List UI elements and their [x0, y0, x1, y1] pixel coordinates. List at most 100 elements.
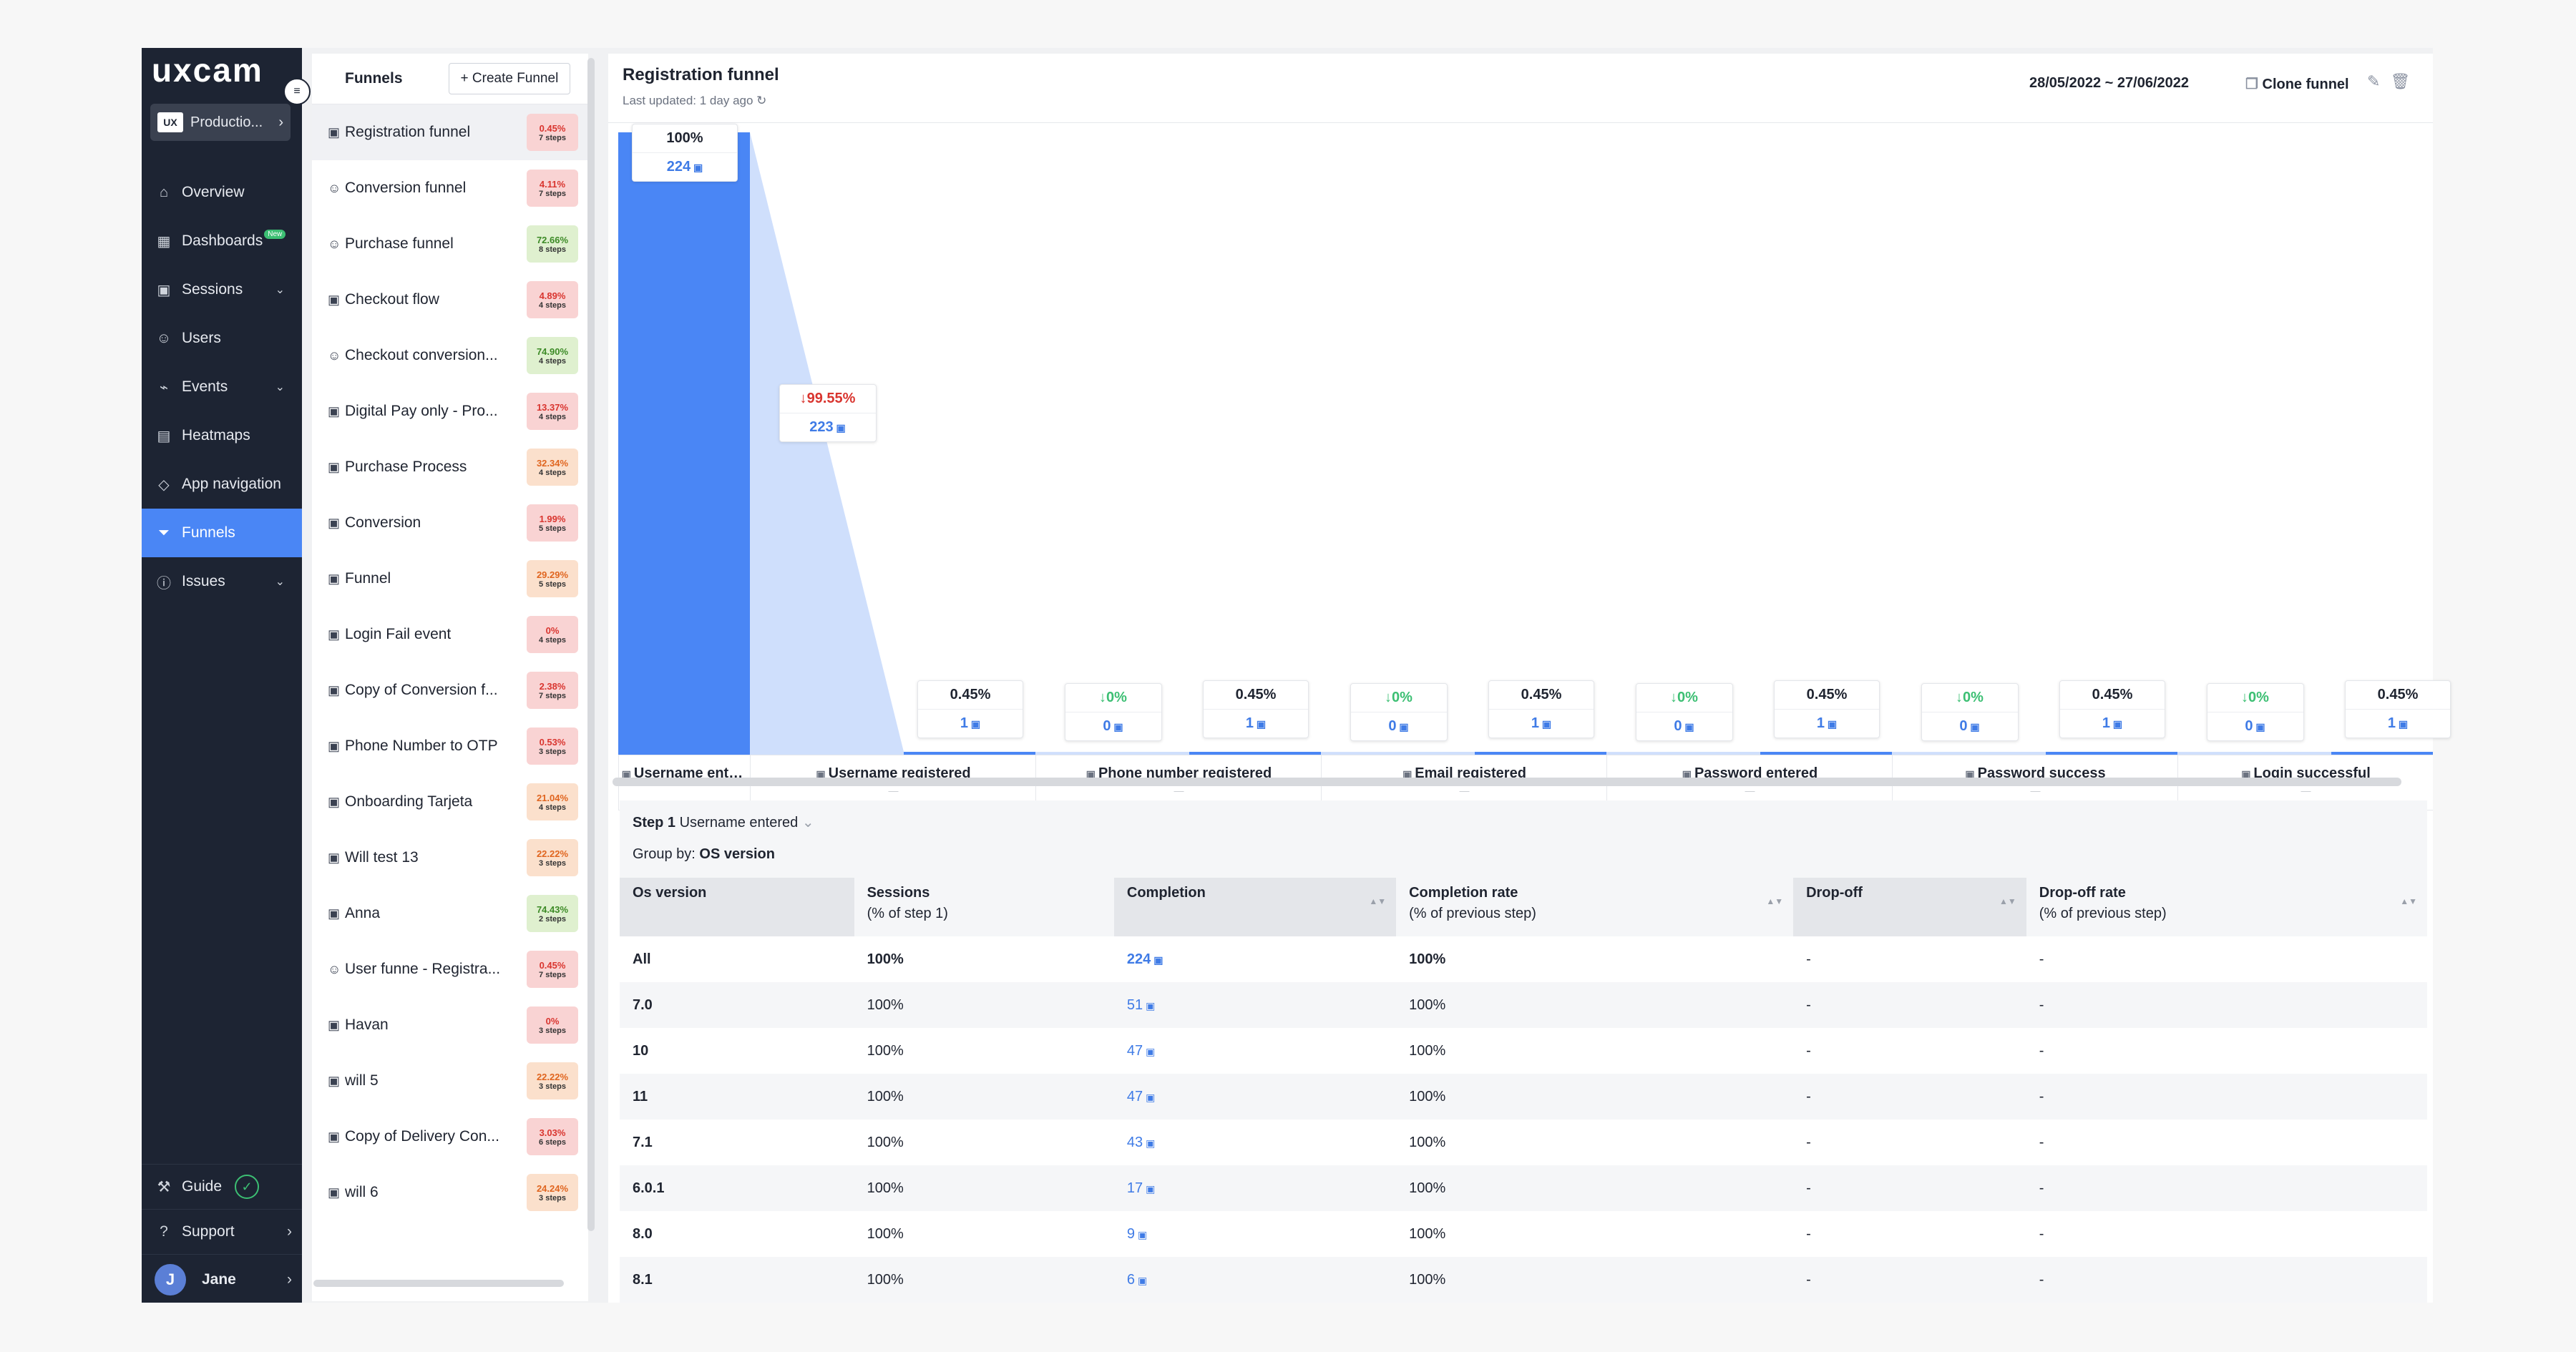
funnel-list-item[interactable]: ▣ Copy of Delivery Con... 3.03% 6 steps [312, 1109, 588, 1165]
refresh-icon[interactable]: ↻ [756, 94, 767, 107]
user-menu[interactable]: J Jane › [142, 1254, 302, 1305]
dropoff-session-count[interactable]: 0 ▣ [1922, 712, 2018, 740]
conversion-badge: 1.99% 5 steps [527, 504, 578, 542]
dropoff-session-count[interactable]: 0 ▣ [1351, 712, 1447, 740]
cell-completion[interactable]: 17 ▣ [1113, 1165, 1397, 1211]
column-header-drop-off-rate[interactable]: Drop-off rate (% of previous step) ▲▼ [2026, 878, 2427, 936]
funnel-list-item[interactable]: ▣ Purchase Process 32.34% 4 steps [312, 439, 588, 495]
funnel-list-item[interactable]: ▣ Conversion 1.99% 5 steps [312, 495, 588, 551]
step-session-count[interactable]: 1 ▣ [1775, 710, 1879, 738]
sidebar-item-issues[interactable]: ⓘ Issues ⌄ [142, 557, 302, 606]
edit-icon[interactable]: ✎ [2367, 72, 2391, 90]
dropoff-area[interactable] [1606, 752, 1760, 755]
column-header-completion[interactable]: Completion ▲▼ [1113, 878, 1397, 936]
funnel-list-item[interactable]: ▣ Will test 13 22.22% 3 steps [312, 830, 588, 886]
completion-count: 43 [1126, 1134, 1143, 1150]
funnel-list-scrollbar[interactable] [587, 58, 595, 1231]
cell-completion[interactable]: 224 ▣ [1113, 936, 1397, 982]
session-icon: ▣ [328, 906, 341, 921]
support-button[interactable]: ? Support › [142, 1209, 302, 1254]
dropoff-session-count[interactable]: 223 ▣ [780, 413, 876, 441]
dropoff-session-count[interactable]: 0 ▣ [1636, 712, 1732, 740]
cell-completion[interactable]: 51 ▣ [1113, 982, 1397, 1028]
funnel-list-item[interactable]: ▣ Funnel 29.29% 5 steps [312, 551, 588, 607]
step-session-count[interactable]: 1 ▣ [1204, 710, 1308, 738]
dropoff-area[interactable] [1892, 752, 2046, 755]
funnel-list-item[interactable]: ▣ Phone Number to OTP 0.53% 3 steps [312, 718, 588, 774]
dropoff-pct-value: 0% [1677, 690, 1698, 705]
dropoff-session-count[interactable]: 0 ▣ [2207, 712, 2303, 740]
sort-icon[interactable]: ▲▼ [1369, 896, 1387, 906]
sort-icon[interactable]: ▲▼ [2400, 896, 2417, 906]
sidebar-item-app-navigation[interactable]: ◇ App navigation [142, 460, 302, 509]
guide-button[interactable]: ⚒ Guide ✓ [142, 1164, 302, 1209]
session-icon: ▣ [968, 718, 981, 730]
funnel-list-item[interactable]: ▣ Digital Pay only - Pro... 13.37% 4 steps [312, 383, 588, 439]
step-session-count[interactable]: 1 ▣ [2346, 710, 2450, 738]
trash-icon[interactable]: 🗑 [2390, 72, 2421, 90]
dropoff-area[interactable] [2177, 752, 2331, 755]
sort-icon[interactable]: ▲▼ [1766, 896, 1784, 906]
sidebar-item-sessions[interactable]: ▣ Sessions ⌄ [142, 265, 302, 314]
funnel-list-item[interactable]: ▣ Checkout flow 4.89% 4 steps [312, 272, 588, 328]
step-selector[interactable]: Step 1 Username entered ⌄ [633, 813, 814, 831]
step-session-count[interactable]: 1 ▣ [2060, 710, 2165, 738]
funnel-list-item[interactable]: ▣ Login Fail event 0% 4 steps [312, 607, 588, 662]
funnel-list-item[interactable]: ▣ Havan 0% 3 steps [312, 997, 588, 1053]
funnel-list-item[interactable]: ▣ Copy of Conversion f... 2.38% 7 steps [312, 662, 588, 718]
cell-completion[interactable]: 6 ▣ [1113, 1257, 1397, 1303]
sidebar-item-overview[interactable]: ⌂ Overview [142, 168, 302, 217]
funnel-bar[interactable] [618, 132, 750, 755]
sidebar-item-dashboards[interactable]: ▦ Dashboards New [142, 217, 302, 265]
funnel-list-item[interactable]: ▣ will 6 24.24% 3 steps [312, 1165, 588, 1220]
funnel-list-item[interactable]: ☺ Purchase funnel 72.66% 8 steps [312, 216, 588, 272]
dropoff-pct: ↓0% [1921, 684, 2018, 712]
sidebar-item-label: Funnels [182, 524, 235, 541]
funnel-list-item[interactable]: ☺ Conversion funnel 4.11% 7 steps [312, 160, 588, 216]
sidebar-item-users[interactable]: ☺ Users [142, 314, 302, 363]
conversion-rate: 21.04% [536, 792, 569, 803]
funnel-bar[interactable] [2331, 752, 2433, 755]
cell-completion[interactable]: 43 ▣ [1113, 1120, 1397, 1165]
funnel-bar[interactable] [1475, 752, 1606, 755]
step-session-count[interactable]: 1 ▣ [918, 710, 1023, 738]
step-session-count[interactable]: 1 ▣ [1489, 710, 1594, 738]
funnel-list-item[interactable]: ▣ will 5 22.22% 3 steps [312, 1053, 588, 1109]
dropoff-session-count-value: 0 [1103, 718, 1111, 734]
conversion-badge: 2.38% 7 steps [527, 672, 578, 709]
column-header-completion-rate[interactable]: Completion rate (% of previous step) ▲▼ [1396, 878, 1794, 936]
group-by[interactable]: Group by: OS version [633, 846, 775, 863]
clone-funnel-button[interactable]: ❐ Clone funnel [2245, 75, 2349, 93]
sidebar-item-events[interactable]: ⌁ Events ⌄ [142, 363, 302, 411]
cell-completion[interactable]: 47 ▣ [1113, 1028, 1397, 1074]
create-funnel-button[interactable]: + Create Funnel [448, 63, 571, 94]
funnel-list-item[interactable]: ▣ Anna 74.43% 2 steps [312, 886, 588, 941]
funnel-bar[interactable] [2046, 752, 2177, 755]
sidebar-item-heatmaps[interactable]: ▤ Heatmaps [142, 411, 302, 460]
date-range-picker[interactable]: 28/05/2022 ~ 27/06/2022 [2029, 75, 2189, 91]
uxcam-logo[interactable]: uxcam [152, 52, 263, 89]
dropoff-session-count[interactable]: 0 ▣ [1065, 712, 1161, 740]
sidebar-item-funnels[interactable]: ⏷ Funnels [142, 509, 302, 557]
step-conversion-label: 100% 224 ▣ [632, 124, 738, 182]
funnel-list-item[interactable]: ☺ User funne - Registra... 0.45% 7 steps [312, 941, 588, 997]
cell-completion[interactable]: 9 ▣ [1113, 1211, 1397, 1257]
funnel-list-item[interactable]: ☺ Checkout conversion... 74.90% 4 steps [312, 328, 588, 383]
column-header-drop-off[interactable]: Drop-off ▲▼ [1793, 878, 2026, 936]
funnel-bar[interactable] [1760, 752, 1892, 755]
project-selector[interactable]: UX Productio... › [150, 104, 291, 141]
collapse-sidebar-icon[interactable]: ≡ [283, 78, 311, 105]
dropoff-area[interactable] [1321, 752, 1475, 755]
dropoff-area[interactable] [750, 132, 904, 755]
funnel-list-item[interactable]: ▣ Registration funnel 0.45% 7 steps [312, 104, 588, 160]
funnel-list-item[interactable]: ▣ Onboarding Tarjeta 21.04% 4 steps [312, 774, 588, 830]
cell-dropoff-rate: - [2026, 1211, 2427, 1257]
sort-icon[interactable]: ▲▼ [1999, 896, 2016, 906]
cell-completion[interactable]: 47 ▣ [1113, 1074, 1397, 1120]
dropoff-area[interactable] [1035, 752, 1189, 755]
step-session-count[interactable]: 224 ▣ [633, 153, 737, 181]
chart-horizontal-scrollbar[interactable] [613, 778, 2401, 786]
funnel-bar[interactable] [904, 752, 1035, 755]
funnel-list-horizontal-scrollbar[interactable] [313, 1280, 564, 1287]
funnel-bar[interactable] [1189, 752, 1321, 755]
